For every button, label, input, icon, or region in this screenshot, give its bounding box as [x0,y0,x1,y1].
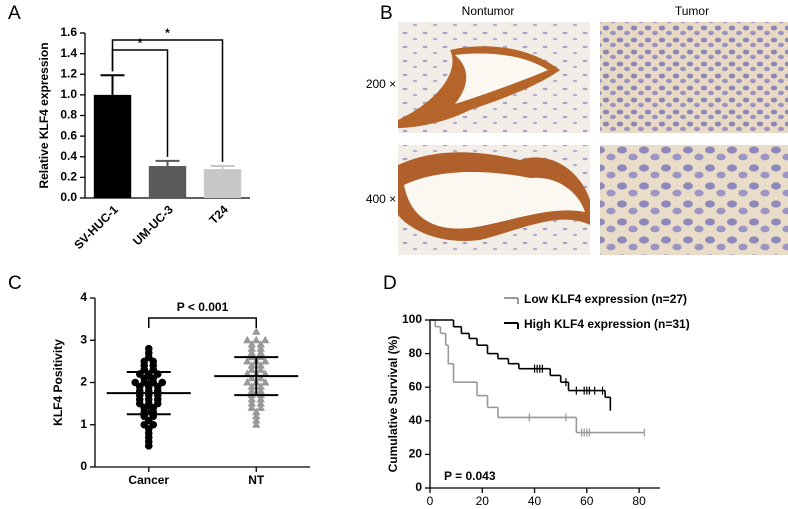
data-point [256,394,265,403]
data-point [247,382,256,390]
data-point [247,399,256,407]
y-tick-label: 4 [80,290,87,304]
p-value: P = 0.043 [444,469,496,483]
y-tick-label: 1.4 [60,46,77,60]
error-bar [155,159,180,167]
data-point [252,420,261,428]
y-tick-label: 40 [409,413,423,427]
y-tick-label: 2 [80,375,87,389]
data-point [247,373,256,382]
y-tick-label: 0.0 [60,190,77,204]
y-tick-label: 0.4 [60,149,77,163]
significance-bracket [148,317,257,328]
significance-label: * [138,36,143,50]
panel-letter: C [8,273,22,294]
lumen [404,172,585,229]
panel-letter: D [383,273,397,294]
x-tick-label: SV-HUC-1 [71,202,121,252]
data-point [252,411,261,420]
data-point [261,378,270,386]
data-point [247,339,256,348]
row-label: 200 × [366,77,396,91]
x-tick-label: Cancer [128,473,169,487]
y-axis-label: Relative KLF4 expression [37,42,51,188]
data-point [243,335,252,344]
data-point [256,365,265,373]
data-point [247,386,256,394]
legend-label: High KLF4 expression (n=31) [524,317,690,331]
y-axis-label: Cumulative Survival (%) [386,336,400,473]
data-point [256,399,265,407]
y-tick-label: 0 [80,459,87,473]
x-tick-label: 60 [580,494,594,508]
bar [203,169,242,198]
y-tick-label: 0.8 [60,108,77,122]
data-point [252,407,261,416]
data-point [256,348,265,356]
sd-bar [126,370,171,416]
lumen [455,53,548,104]
data-point [256,386,265,394]
data-point [247,365,256,373]
micrograph [600,22,788,133]
x-tick-label: 20 [476,494,490,508]
data-point [243,356,252,365]
y-tick-label: 1.2 [60,66,77,80]
data-point [256,361,265,369]
data-point [252,335,261,344]
micrograph [600,145,788,255]
x-tick-label: 80 [632,494,646,508]
y-axis-label: KLF4 Positivity [51,339,65,426]
sd-bar [234,356,279,397]
data-point [256,373,265,382]
x-tick-label: NT [248,473,265,487]
data-point [243,378,252,386]
data-point [256,344,265,352]
data-point [247,394,256,403]
legend-label: Low KLF4 expression (n=27) [524,292,687,306]
significance-bracket [111,39,224,163]
significance-label: * [165,26,170,40]
y-tick-label: 80 [409,346,423,360]
y-tick-label: 0.2 [60,170,77,184]
y-tick-label: 0.6 [60,128,77,142]
panel-letter: B [380,3,393,24]
x-tick-label: 0 [427,494,434,508]
error-bar [100,74,125,95]
column-label: Tumor [675,4,709,18]
x-tick-label: T24 [206,202,231,227]
bar [93,94,132,198]
data-point [252,416,261,424]
y-tick-label: 1.6 [60,25,77,39]
data-point [247,348,256,356]
y-tick-label: 60 [409,379,423,393]
x-tick-label: 40 [528,494,542,508]
data-point [256,403,265,411]
y-tick-label: 20 [409,447,423,461]
data-point [261,335,270,344]
data-point [247,361,256,369]
data-point [261,356,270,365]
y-tick-label: 3 [80,332,87,346]
x-tick-label: UM-UC-3 [130,202,176,248]
panel-letter: A [8,3,21,24]
row-label: 400 × [366,192,396,206]
y-tick-label: 100 [402,312,422,326]
data-point [256,382,265,390]
data-point [256,339,265,348]
significance-label: P < 0.001 [177,300,229,314]
data-point [252,327,261,335]
error-bar [210,165,235,170]
bar [148,166,187,198]
data-point [247,344,256,352]
data-point [247,403,256,411]
micrograph-panel: Nontumor Tumor 200 × 400 × [366,4,788,255]
y-tick-label: 1.0 [60,87,77,101]
y-tick-label: 0 [415,480,422,494]
data-point [144,442,153,450]
y-tick-label: 1 [80,417,87,431]
column-label: Nontumor [462,4,515,18]
